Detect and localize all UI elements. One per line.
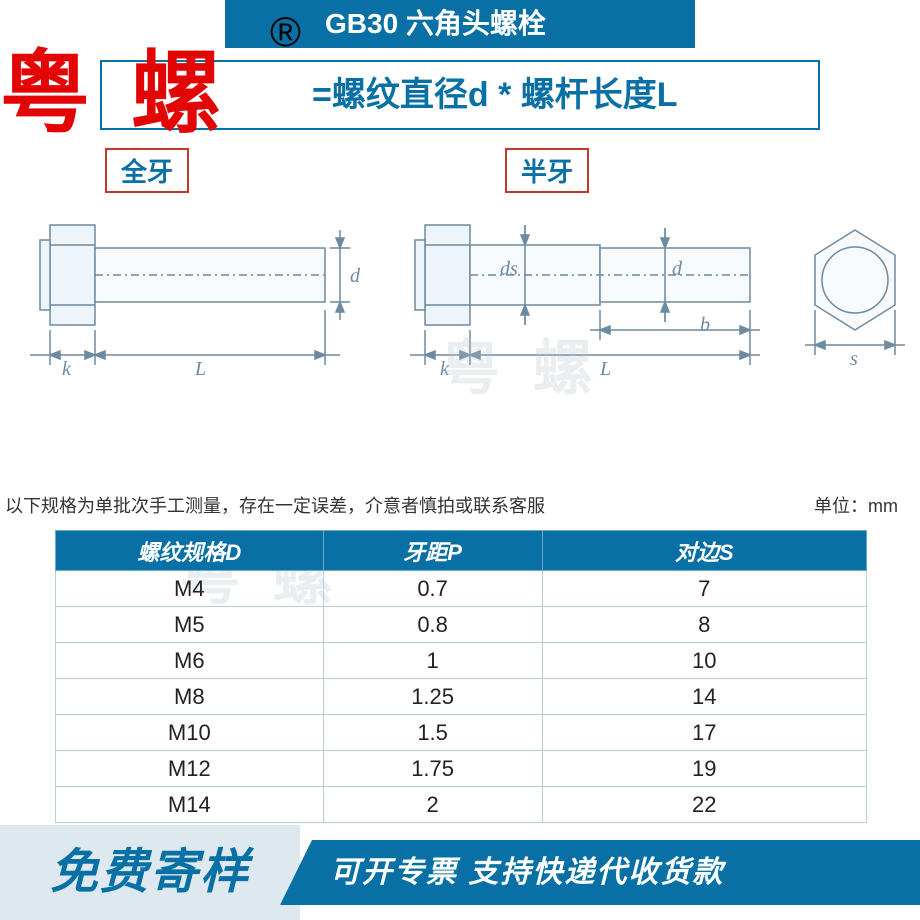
table-cell: 22 xyxy=(542,787,866,823)
table-cell: M10 xyxy=(56,715,324,751)
table-cell: 1 xyxy=(323,643,542,679)
footer-right: 可开专票 支持快递代收货款 xyxy=(280,840,920,905)
label-k-right: k xyxy=(440,358,449,381)
th-spec: 螺纹规格D xyxy=(56,531,324,571)
note-right: 单位：mm xyxy=(814,492,898,518)
label-d-left: d xyxy=(350,265,360,288)
title-text: GB30 六角头螺栓 xyxy=(325,8,546,39)
table-row: M6110 xyxy=(56,643,867,679)
table-cell: M8 xyxy=(56,679,324,715)
table-row: M40.77 xyxy=(56,571,867,607)
label-L-right: L xyxy=(600,358,611,381)
label-b: b xyxy=(700,314,710,337)
bolt-diagrams: d k L xyxy=(0,180,920,410)
table-cell: 2 xyxy=(323,787,542,823)
table-cell: 14 xyxy=(542,679,866,715)
table-cell: 0.8 xyxy=(323,607,542,643)
table-cell: 1.5 xyxy=(323,715,542,751)
th-pitch: 牙距P xyxy=(323,531,542,571)
table-cell: M6 xyxy=(56,643,324,679)
table-row: M14222 xyxy=(56,787,867,823)
registered-mark: ® xyxy=(270,8,301,56)
table-row: M81.2514 xyxy=(56,679,867,715)
table-row: M121.7519 xyxy=(56,751,867,787)
table-cell: 1.25 xyxy=(323,679,542,715)
table-cell: 0.7 xyxy=(323,571,542,607)
table-cell: M14 xyxy=(56,787,324,823)
table-cell: M4 xyxy=(56,571,324,607)
table-cell: 10 xyxy=(542,643,866,679)
table-cell: 8 xyxy=(542,607,866,643)
bolt-half-svg xyxy=(395,180,795,390)
table-cell: M5 xyxy=(56,607,324,643)
label-ds: ds xyxy=(500,258,518,281)
label-L-left: L xyxy=(195,358,206,381)
footer: 免费寄样 可开专票 支持快递代收货款 xyxy=(0,825,920,920)
th-side: 对边S xyxy=(542,531,866,571)
table-cell: 19 xyxy=(542,751,866,787)
note-left: 以下规格为单批次手工测量，存在一定误差，介意者慎拍或联系客服 xyxy=(5,492,545,518)
spec-table: 螺纹规格D 牙距P 对边S M40.77M50.88M6110M81.2514M… xyxy=(55,530,867,823)
table-cell: 1.75 xyxy=(323,751,542,787)
label-d-right: d xyxy=(672,258,682,281)
label-k-left: k xyxy=(62,358,71,381)
table-cell: 7 xyxy=(542,571,866,607)
table-row: M50.88 xyxy=(56,607,867,643)
brand-text: 粤 螺 xyxy=(0,44,229,144)
label-s: s xyxy=(850,348,858,371)
table-cell: M12 xyxy=(56,751,324,787)
formula-text: =螺纹直径d * 螺杆长度L xyxy=(312,76,678,114)
table-header-row: 螺纹规格D 牙距P 对边S xyxy=(56,531,867,571)
brand-overlay: 粤 螺 xyxy=(0,20,229,150)
table-cell: 17 xyxy=(542,715,866,751)
footer-left: 免费寄样 xyxy=(0,825,300,920)
table-row: M101.517 xyxy=(56,715,867,751)
